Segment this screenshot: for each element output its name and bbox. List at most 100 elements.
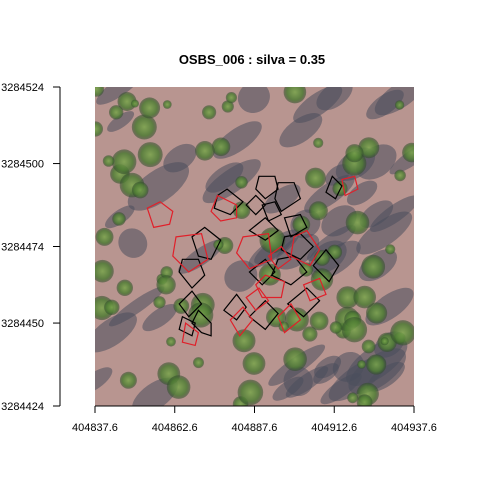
- tree-crown-texture: [394, 169, 406, 182]
- tree-crown-texture: [314, 249, 330, 266]
- tree-crown-texture: [195, 141, 215, 161]
- shadow-patch: [118, 228, 148, 258]
- crown-outline-a: [261, 201, 283, 222]
- crown-outline-a: [191, 309, 212, 337]
- crown-outline-b: [229, 306, 254, 337]
- tree-crown-texture: [305, 167, 326, 189]
- tree-crown-texture: [366, 354, 387, 375]
- tree-crown-texture: [111, 149, 137, 174]
- y-tick-label: 3284500: [1, 159, 44, 171]
- crown-outline-a: [178, 290, 203, 318]
- tree-crown-texture: [139, 97, 161, 119]
- tree-crown-texture: [242, 352, 266, 375]
- tree-crown-texture: [345, 210, 370, 235]
- tree-crown-texture: [313, 137, 324, 148]
- shadow-patch: [96, 87, 143, 105]
- x-tick-label: 404937.6: [391, 422, 437, 434]
- crown-outline-b: [290, 229, 321, 267]
- shadow-patch: [346, 180, 378, 206]
- tree-crown-texture: [327, 244, 343, 260]
- crown-outline-a: [280, 233, 315, 261]
- tree-crown-texture: [237, 379, 264, 406]
- tree-crown-texture: [131, 99, 139, 108]
- crown-outline-a: [286, 287, 321, 318]
- tree-crown-texture: [116, 279, 133, 296]
- crown-outline-a: [191, 226, 222, 260]
- shadow-patch: [205, 162, 244, 193]
- crown-outline-b: [341, 175, 359, 197]
- x-tick-label: 404837.6: [72, 422, 118, 434]
- tree-crown-texture: [309, 311, 329, 331]
- crown-outline-b: [245, 287, 270, 312]
- tree-crown-texture: [347, 392, 358, 404]
- y-tick-label: 3284424: [1, 401, 44, 413]
- tree-crown-texture: [166, 336, 176, 347]
- shadow-patch: [237, 87, 270, 114]
- shadow-patch: [95, 312, 137, 353]
- crown-outline-a: [270, 255, 308, 286]
- tree-crown-texture: [284, 307, 309, 332]
- shadow-patch: [356, 211, 413, 255]
- chart-title: OSBS_006 : silva = 0.35: [179, 52, 325, 67]
- tree-crown-texture: [356, 394, 373, 406]
- tree-crown-texture: [302, 326, 318, 342]
- tree-crown-texture: [361, 254, 386, 279]
- tree-crown-texture: [345, 144, 364, 163]
- tree-crown-texture: [336, 286, 359, 309]
- tree-crown-texture: [394, 100, 405, 110]
- tree-crown-texture: [292, 215, 311, 234]
- shadow-patch: [275, 233, 320, 270]
- tree-crown-texture: [95, 227, 114, 246]
- crown-outline-a: [178, 315, 196, 337]
- tree-crown-texture: [390, 320, 414, 346]
- tree-crown-texture: [232, 329, 256, 353]
- y-tick-label: 3284450: [1, 318, 44, 330]
- tree-crown-texture: [361, 339, 376, 354]
- tree-crown-texture: [357, 360, 366, 369]
- x-tick-label: 404912.6: [311, 422, 357, 434]
- shadow-patch: [132, 377, 178, 406]
- shadow-patch: [313, 363, 339, 384]
- forest-texture: [95, 87, 414, 406]
- crown-outline-b: [255, 274, 286, 299]
- shadow-patch: [107, 111, 135, 132]
- tree-crown-texture: [137, 142, 163, 168]
- tree-crown-texture: [353, 285, 377, 309]
- shadow-patch: [272, 376, 304, 401]
- shadow-patch: [95, 367, 113, 395]
- tree-crown-texture: [131, 181, 149, 199]
- crown-outline-b: [146, 201, 174, 229]
- shadow-patch: [142, 304, 178, 332]
- tree-crown-texture: [258, 263, 281, 286]
- shadow-patch: [108, 286, 165, 327]
- y-tick-label: 3284474: [1, 242, 44, 254]
- tree-crown-texture: [109, 105, 124, 120]
- tree-crown-texture: [95, 121, 103, 137]
- crown-outline-a: [248, 258, 276, 286]
- y-tick-label: 3284524: [1, 82, 44, 94]
- crown-outline-a: [283, 213, 308, 238]
- tree-crown-texture: [341, 317, 368, 343]
- x-tick-label: 404862.6: [152, 422, 198, 434]
- tree-crown-texture: [225, 92, 237, 104]
- crown-outlines-a: [178, 175, 343, 337]
- tree-crown-texture: [329, 321, 343, 334]
- tree-crown-texture: [221, 100, 234, 113]
- aerial-image-panel: [95, 87, 414, 406]
- tree-crown-texture: [104, 299, 120, 315]
- crown-outline-a: [178, 258, 206, 289]
- crown-outline-a: [325, 175, 343, 200]
- crown-outline-a: [248, 216, 280, 241]
- shadow-patch: [369, 195, 414, 232]
- tree-crown-texture: [117, 92, 137, 111]
- tree-crown-texture: [283, 347, 307, 372]
- tree-crown-texture: [166, 375, 191, 399]
- shadow-patch: [316, 87, 353, 111]
- tree-crown-texture: [366, 302, 388, 324]
- tree-crown-texture: [162, 100, 172, 109]
- tree-crown-texture: [235, 176, 248, 189]
- tree-crown-texture: [102, 155, 115, 167]
- tree-crown-texture: [202, 105, 217, 120]
- shadow-patch: [127, 162, 190, 211]
- crown-outline-b: [172, 233, 209, 273]
